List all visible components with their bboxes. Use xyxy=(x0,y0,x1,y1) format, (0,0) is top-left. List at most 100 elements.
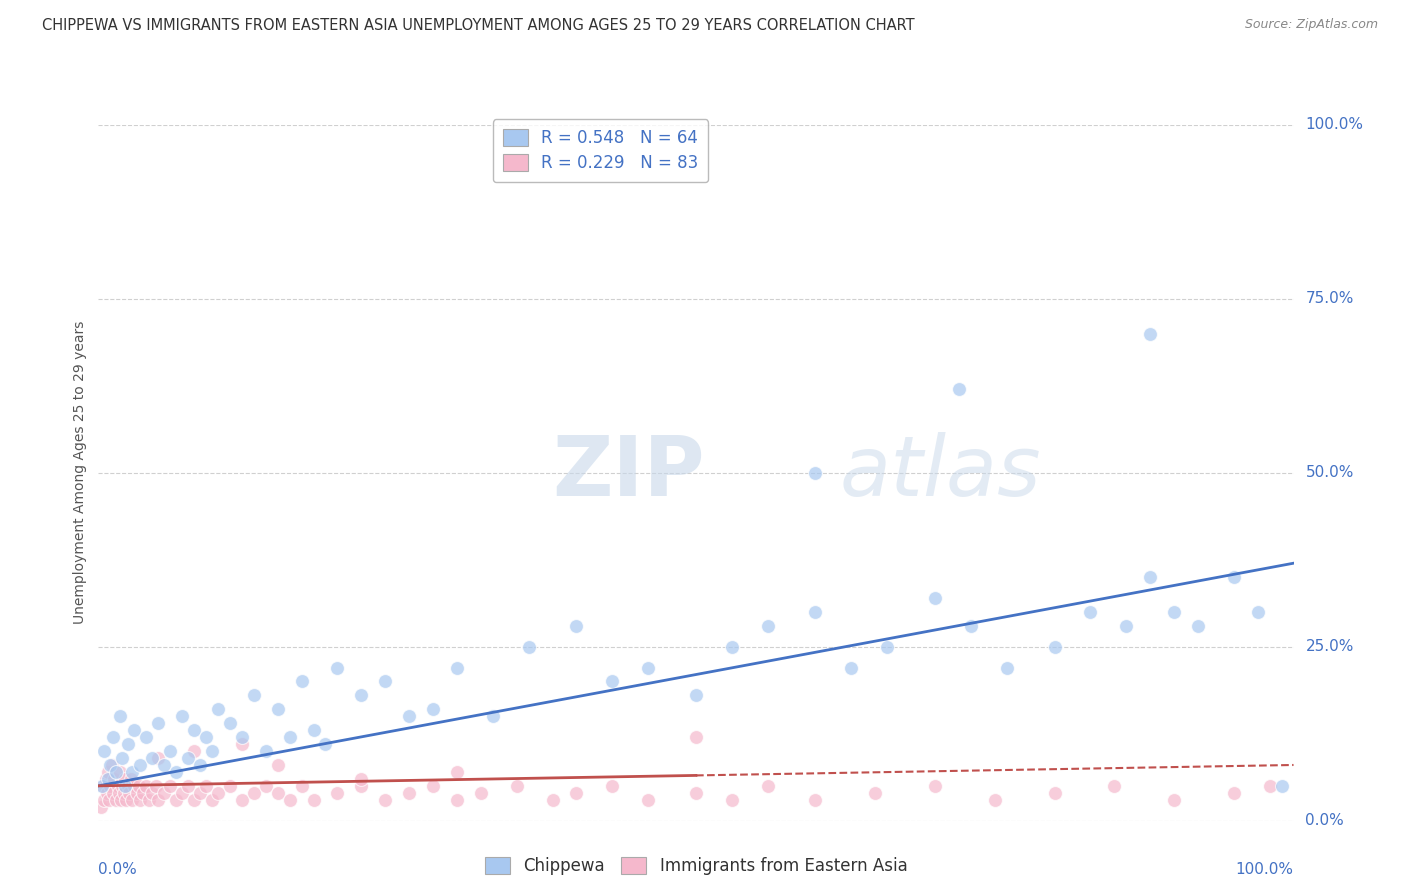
Point xyxy=(398,709,420,723)
Point xyxy=(111,751,134,765)
Point xyxy=(326,660,349,674)
Point xyxy=(219,779,242,793)
Point xyxy=(1080,605,1102,619)
Point xyxy=(1187,619,1209,633)
Point xyxy=(1271,779,1294,793)
Point xyxy=(117,779,139,793)
Point xyxy=(267,702,290,716)
Point xyxy=(1163,793,1185,807)
Text: 100.0%: 100.0% xyxy=(1305,118,1364,132)
Point xyxy=(242,786,264,800)
Point xyxy=(876,640,898,654)
Point xyxy=(446,764,468,779)
Point xyxy=(105,764,128,779)
Point xyxy=(177,779,200,793)
Point xyxy=(422,702,444,716)
Point xyxy=(114,779,136,793)
Point xyxy=(159,779,181,793)
Text: 0.0%: 0.0% xyxy=(1305,814,1344,828)
Point xyxy=(804,605,827,619)
Point xyxy=(804,466,827,480)
Point xyxy=(506,779,529,793)
Point xyxy=(302,723,325,738)
Point xyxy=(1043,786,1066,800)
Point xyxy=(1222,570,1246,584)
Point xyxy=(278,793,301,807)
Point xyxy=(948,382,970,396)
Point xyxy=(600,674,623,689)
Point xyxy=(374,793,396,807)
Point xyxy=(1222,786,1246,800)
Point xyxy=(720,640,742,654)
Point xyxy=(231,737,253,751)
Point xyxy=(112,786,135,800)
Point xyxy=(959,619,981,633)
Point xyxy=(111,779,134,793)
Point xyxy=(141,751,163,765)
Point xyxy=(565,786,588,800)
Point xyxy=(315,737,337,751)
Point xyxy=(1102,779,1125,793)
Point xyxy=(159,744,181,758)
Point xyxy=(183,744,205,758)
Point xyxy=(131,786,153,800)
Text: atlas: atlas xyxy=(839,433,1040,513)
Point xyxy=(1115,619,1137,633)
Point xyxy=(470,786,492,800)
Text: Source: ZipAtlas.com: Source: ZipAtlas.com xyxy=(1244,18,1378,31)
Point xyxy=(135,779,157,793)
Point xyxy=(148,751,170,765)
Point xyxy=(207,702,229,716)
Point xyxy=(219,716,242,731)
Point xyxy=(153,786,176,800)
Point xyxy=(172,786,194,800)
Point xyxy=(422,779,444,793)
Point xyxy=(138,793,160,807)
Point xyxy=(278,730,301,744)
Point xyxy=(290,674,312,689)
Point xyxy=(90,799,112,814)
Point xyxy=(398,786,420,800)
Text: 75.0%: 75.0% xyxy=(1305,292,1354,306)
Point xyxy=(637,660,659,674)
Point xyxy=(446,660,468,674)
Point xyxy=(446,793,468,807)
Point xyxy=(756,779,779,793)
Point xyxy=(101,786,124,800)
Point xyxy=(924,591,946,605)
Point xyxy=(188,758,211,772)
Text: 0.0%: 0.0% xyxy=(98,863,138,878)
Point xyxy=(153,758,176,772)
Point xyxy=(481,709,505,723)
Point xyxy=(94,772,117,786)
Point xyxy=(117,737,139,751)
Point xyxy=(201,793,224,807)
Text: 50.0%: 50.0% xyxy=(1305,466,1354,480)
Point xyxy=(183,723,205,738)
Point xyxy=(839,660,862,674)
Point xyxy=(863,786,886,800)
Point xyxy=(254,744,277,758)
Point xyxy=(201,744,224,758)
Point xyxy=(350,772,373,786)
Point xyxy=(91,779,114,793)
Point xyxy=(350,689,373,703)
Point xyxy=(129,793,152,807)
Point xyxy=(188,786,211,800)
Point xyxy=(685,689,707,703)
Point xyxy=(115,793,138,807)
Point xyxy=(128,779,150,793)
Point xyxy=(97,772,120,786)
Point xyxy=(98,779,122,793)
Point xyxy=(148,793,170,807)
Point xyxy=(103,772,125,786)
Point xyxy=(350,779,373,793)
Point xyxy=(98,793,121,807)
Point xyxy=(1139,326,1161,341)
Point xyxy=(242,689,264,703)
Point xyxy=(121,793,143,807)
Point xyxy=(207,786,229,800)
Point xyxy=(141,786,163,800)
Point xyxy=(231,730,253,744)
Point xyxy=(121,764,143,779)
